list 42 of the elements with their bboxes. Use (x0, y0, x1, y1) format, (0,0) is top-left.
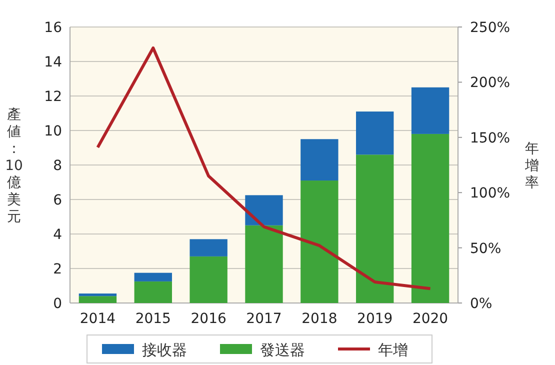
bar (356, 154, 394, 303)
bar (300, 180, 338, 303)
x-tick-label: 2018 (302, 311, 338, 327)
y-tick-label: 2 (53, 262, 62, 278)
x-tick-label: 2015 (135, 311, 171, 327)
y2-tick-label: 250% (470, 20, 510, 36)
y-tick-label: 8 (53, 158, 62, 174)
bar (356, 112, 394, 155)
legend-label: 接收器 (142, 341, 187, 359)
x-tick-label: 2020 (412, 311, 448, 327)
legend-label: 發送器 (260, 341, 305, 359)
x-tick-label: 2019 (357, 311, 393, 327)
y-tick-label: 10 (44, 124, 62, 140)
bar (190, 256, 228, 303)
line-series (96, 46, 432, 290)
y2-axis-title: 年增率 (524, 141, 539, 191)
y2-tick-label: 50% (470, 240, 502, 257)
y-tick-label: 4 (53, 227, 62, 243)
y-tick-label: 14 (44, 54, 62, 70)
bar (411, 87, 450, 134)
bar (78, 294, 117, 296)
legend-label: 年增 (378, 341, 408, 359)
bar (300, 139, 338, 181)
y-tick-label: 0 (53, 296, 62, 312)
bar (190, 239, 228, 256)
bar (78, 296, 117, 303)
y-axis-title: 產値：10億美元 (5, 107, 23, 225)
y2-tick-label: 200% (470, 75, 510, 92)
y-tick-label: 16 (44, 20, 62, 36)
bar (134, 272, 172, 282)
bar (134, 281, 172, 303)
y2-tick-label: 100% (470, 186, 510, 202)
x-tick-label: 2017 (246, 311, 282, 327)
x-tick-label: 2014 (80, 311, 116, 327)
y2-tick-label: 150% (470, 130, 510, 146)
bar (245, 225, 283, 303)
bar (245, 195, 283, 226)
bar (411, 134, 450, 303)
y-tick-label: 6 (53, 192, 62, 208)
y-tick-label: 12 (44, 89, 62, 105)
x-tick-label: 2016 (190, 311, 226, 327)
y2-tick-label: 0% (470, 296, 492, 312)
